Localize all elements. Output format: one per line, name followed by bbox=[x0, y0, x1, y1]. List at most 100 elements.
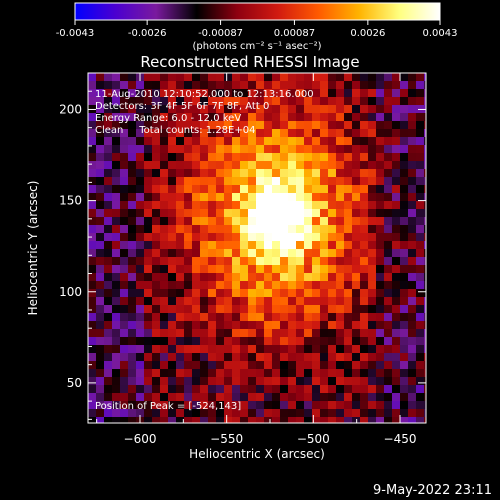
annotation-clean-counts: Clean Total counts: 1.28E+04 bbox=[95, 125, 255, 136]
heatmap-cell bbox=[200, 233, 209, 242]
heatmap-cell bbox=[384, 201, 393, 210]
heatmap-cell bbox=[312, 89, 321, 98]
heatmap-cell bbox=[352, 393, 361, 402]
heatmap-cell bbox=[264, 345, 273, 354]
heatmap-cell bbox=[272, 257, 281, 266]
heatmap-cell bbox=[200, 417, 209, 423]
heatmap-cell bbox=[336, 385, 345, 394]
heatmap-cell bbox=[376, 345, 385, 354]
heatmap-cell bbox=[272, 89, 281, 98]
heatmap-cell bbox=[128, 185, 137, 194]
heatmap-cell bbox=[168, 417, 177, 423]
heatmap-cell bbox=[368, 161, 377, 170]
heatmap-cell bbox=[376, 377, 385, 386]
heatmap-cell bbox=[240, 225, 249, 234]
heatmap-cell bbox=[400, 233, 409, 242]
heatmap-cell bbox=[312, 257, 321, 266]
heatmap-cell bbox=[136, 193, 145, 202]
heatmap-cell bbox=[368, 377, 377, 386]
heatmap-cell bbox=[368, 297, 377, 306]
heatmap-cell bbox=[360, 129, 369, 138]
heatmap-cell bbox=[264, 113, 273, 122]
heatmap-cell bbox=[120, 417, 129, 423]
heatmap-cell bbox=[416, 281, 425, 290]
heatmap-cell bbox=[256, 241, 265, 250]
heatmap-cell bbox=[264, 289, 273, 298]
heatmap-cell bbox=[256, 249, 265, 258]
heatmap-cell bbox=[104, 345, 113, 354]
heatmap-cell bbox=[376, 385, 385, 394]
heatmap-cell bbox=[224, 185, 233, 194]
heatmap-cell bbox=[272, 97, 281, 106]
heatmap-cell bbox=[320, 73, 329, 82]
heatmap-cell bbox=[368, 305, 377, 314]
heatmap-cell bbox=[128, 289, 137, 298]
heatmap-cell bbox=[368, 385, 377, 394]
heatmap-cell bbox=[200, 241, 209, 250]
heatmap-cell bbox=[136, 169, 145, 178]
heatmap-cell bbox=[160, 393, 169, 402]
heatmap-cell bbox=[384, 265, 393, 274]
heatmap-cell bbox=[256, 321, 265, 330]
heatmap-cell bbox=[112, 225, 121, 234]
heatmap-cell bbox=[376, 353, 385, 362]
heatmap-cell bbox=[248, 409, 257, 418]
heatmap-cell bbox=[192, 209, 201, 218]
heatmap-cell bbox=[112, 297, 121, 306]
heatmap-cell bbox=[288, 145, 297, 154]
heatmap-cell bbox=[312, 393, 321, 402]
heatmap-cell bbox=[392, 73, 401, 82]
heatmap-cell bbox=[88, 409, 97, 418]
heatmap-cell bbox=[328, 209, 337, 218]
heatmap-cell bbox=[128, 105, 137, 114]
heatmap-cell bbox=[368, 193, 377, 202]
heatmap-cell bbox=[296, 401, 305, 410]
heatmap-cell bbox=[104, 81, 113, 90]
heatmap-cell bbox=[208, 97, 217, 106]
heatmap-cell bbox=[392, 417, 401, 423]
heatmap-cell bbox=[200, 105, 209, 114]
heatmap-cell bbox=[232, 361, 241, 370]
heatmap-cell bbox=[368, 353, 377, 362]
heatmap-cell bbox=[88, 281, 97, 290]
heatmap-cell bbox=[344, 97, 353, 106]
heatmap-cell bbox=[424, 81, 426, 90]
heatmap-cell bbox=[376, 265, 385, 274]
heatmap-cell bbox=[240, 169, 249, 178]
heatmap-cell bbox=[160, 177, 169, 186]
heatmap-cell bbox=[88, 249, 97, 258]
heatmap-cell bbox=[272, 401, 281, 410]
heatmap-cell bbox=[160, 361, 169, 370]
heatmap-cell bbox=[96, 73, 105, 82]
heatmap-cell bbox=[176, 353, 185, 362]
heatmap-cell bbox=[112, 217, 121, 226]
heatmap-cell bbox=[248, 121, 257, 130]
heatmap-cell bbox=[152, 313, 161, 322]
heatmap-cell bbox=[112, 385, 121, 394]
heatmap-cell bbox=[176, 273, 185, 282]
heatmap-cell bbox=[160, 369, 169, 378]
heatmap-cell bbox=[360, 161, 369, 170]
heatmap-cell bbox=[208, 137, 217, 146]
heatmap-cell bbox=[232, 201, 241, 210]
heatmap-cell bbox=[112, 185, 121, 194]
heatmap-cell bbox=[344, 377, 353, 386]
heatmap-cell bbox=[408, 361, 417, 370]
heatmap-cell bbox=[96, 369, 105, 378]
heatmap-cell bbox=[336, 177, 345, 186]
heatmap-cell bbox=[424, 409, 426, 418]
heatmap-cell bbox=[320, 273, 329, 282]
heatmap-cell bbox=[304, 97, 313, 106]
heatmap-cell bbox=[96, 313, 105, 322]
heatmap-cell bbox=[384, 401, 393, 410]
heatmap-cell bbox=[136, 81, 145, 90]
heatmap-cell bbox=[304, 185, 313, 194]
heatmap-cell bbox=[328, 153, 337, 162]
heatmap-cell bbox=[368, 345, 377, 354]
heatmap-cell bbox=[368, 113, 377, 122]
heatmap-cell bbox=[368, 121, 377, 130]
heatmap-cell bbox=[384, 121, 393, 130]
heatmap-cell bbox=[112, 289, 121, 298]
heatmap-cell bbox=[376, 193, 385, 202]
heatmap-cell bbox=[400, 257, 409, 266]
